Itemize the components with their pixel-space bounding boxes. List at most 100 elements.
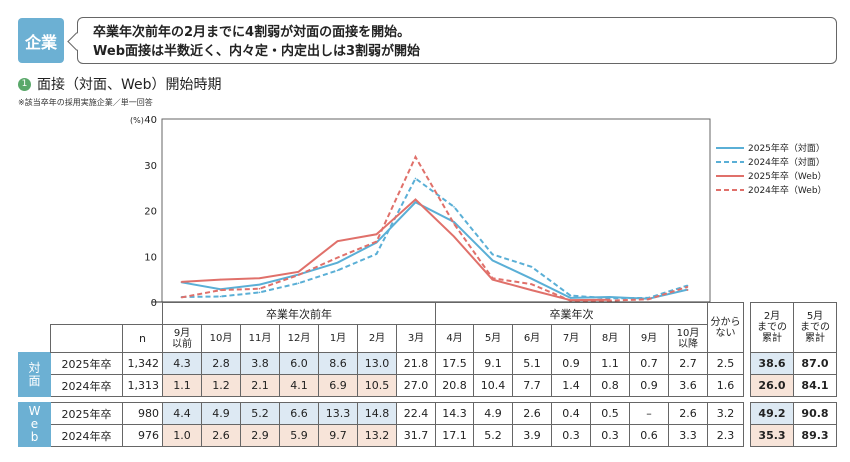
cell-value: 7.7 <box>512 374 552 397</box>
cell-cum-feb: 35.3 <box>750 424 794 447</box>
data-point <box>647 298 650 301</box>
cell-value: 14.3 <box>435 402 474 425</box>
cell-value: 9.7 <box>318 424 358 447</box>
data-point <box>453 221 455 223</box>
data-point <box>569 297 572 299</box>
y-tick-label: 20 <box>144 207 157 218</box>
cell-value: 0.6 <box>629 424 669 447</box>
cell-value: 2.8 <box>201 352 241 375</box>
section-note: ※該当卒年の採用実施企業／単一回答 <box>18 98 153 107</box>
col-header-month: 1月 <box>318 324 358 353</box>
cell-value: 17.5 <box>435 352 474 375</box>
cell-value: 1.2 <box>201 374 241 397</box>
data-point <box>608 299 611 302</box>
cell-value: 2.6 <box>668 402 708 425</box>
cell-value: 1.4 <box>551 374 591 397</box>
data-point <box>336 240 339 242</box>
cell-value: – <box>629 402 669 425</box>
plot-frame <box>161 118 711 303</box>
y-tick-label: 0 <box>151 298 157 309</box>
cell-value: 4.1 <box>279 374 319 397</box>
col-header-month: 9月 <box>629 324 669 353</box>
data-point <box>180 281 183 283</box>
cell-value: 2.7 <box>668 352 708 375</box>
cell-value: 3.3 <box>668 424 708 447</box>
cell-value: 1.1 <box>162 374 202 397</box>
data-point <box>180 296 183 299</box>
cell-value: 5.2 <box>473 424 513 447</box>
cell-value: 8.6 <box>318 352 358 375</box>
section-number-icon: 1 <box>18 77 31 91</box>
cell-value: 10.5 <box>357 374 397 397</box>
cell-value: 22.4 <box>396 402 436 425</box>
cell-value: 2.6 <box>512 402 552 425</box>
col-header-month: 2月 <box>357 324 397 353</box>
col-header-month: 10月 <box>201 324 241 353</box>
cell-value: 0.9 <box>551 352 591 375</box>
cell-value: 4.3 <box>162 352 202 375</box>
data-point <box>336 261 339 264</box>
data-point <box>336 269 339 272</box>
cell-value: 6.6 <box>279 402 319 425</box>
company-badge: 企業 <box>18 18 64 63</box>
legend-label: 2024年卒（Web） <box>748 184 827 196</box>
series-line-0 <box>181 201 688 300</box>
y-tick-label: 40 <box>144 115 157 126</box>
row-n: 1,342 <box>122 352 163 375</box>
cell-unknown: 2.3 <box>707 424 744 447</box>
col-header-month: 7月 <box>551 324 591 353</box>
col-header-n: n <box>122 324 163 353</box>
cell-value: 6.0 <box>279 352 319 375</box>
data-point <box>297 274 300 276</box>
group-header-prev-year: 卒業年次前年 <box>162 302 436 325</box>
cell-value: 14.8 <box>357 402 397 425</box>
group-header-grad-year: 卒業年次 <box>435 302 708 325</box>
cell-value: 4.9 <box>473 402 513 425</box>
cell-value: 3.8 <box>240 352 280 375</box>
cell-value: 17.1 <box>435 424 474 447</box>
col-header-cum-feb: 2月 までの 累計 <box>750 302 794 353</box>
col-header-month: 6月 <box>512 324 552 353</box>
col-header-month: 12月 <box>279 324 319 353</box>
cell-value: 2.6 <box>201 424 241 447</box>
data-point <box>414 156 417 158</box>
data-point <box>530 283 533 285</box>
data-point <box>258 287 261 290</box>
table-row: 2024年卒 976 1.0 2.6 2.9 5.9 9.7 13.2 31.7 17.1 5.2 3… <box>19 424 837 447</box>
cell-cum-may: 90.8 <box>793 402 837 425</box>
data-point <box>530 277 533 280</box>
series-line-3 <box>181 154 688 302</box>
summary-callout: 卒業年次前年の2月までに4割弱が対面の面接を開始。 Web面接は半数近く、内々定… <box>77 17 837 64</box>
data-point <box>375 233 378 236</box>
cell-value: 31.7 <box>396 424 436 447</box>
y-axis-unit: (%) <box>130 116 144 125</box>
col-header-month: 9月 以前 <box>162 324 202 353</box>
cell-value: 9.1 <box>473 352 513 375</box>
cell-value: 10.4 <box>473 374 513 397</box>
data-point <box>219 278 222 281</box>
cell-value: 13.2 <box>357 424 397 447</box>
cell-value: 13.3 <box>318 402 358 425</box>
cell-cum-feb: 38.6 <box>750 352 794 375</box>
data-point <box>375 240 378 243</box>
cell-value: 4.4 <box>162 402 202 425</box>
section-title: 面接（対面、Web）開始時期 <box>37 77 222 93</box>
table-row: 対面 2025年卒 1,342 4.3 2.8 3.8 6.0 8.6 13.0 21.8 17.5… <box>18 352 837 397</box>
row-n: 976 <box>122 424 163 447</box>
cell-value: 21.8 <box>396 352 436 375</box>
data-point <box>453 235 455 238</box>
cell-value: 3.6 <box>668 374 708 397</box>
cell-cum-may: 87.0 <box>793 352 837 375</box>
line-chart: 0 10 20 30 40(%) 2025年卒（対面） 2024年卒（対面） 2025年卒（W… <box>130 115 827 309</box>
cell-value: 0.5 <box>590 402 630 425</box>
legend-label: 2024年卒（対面） <box>748 156 825 168</box>
legend-label: 2025年卒（対面） <box>748 142 825 154</box>
summary-line-1: 卒業年次前年の2月までに4割弱が対面の面接を開始。 <box>93 25 411 40</box>
data-point <box>258 277 261 280</box>
row-year: 2024年卒 <box>50 374 123 397</box>
cell-unknown: 1.6 <box>707 374 744 397</box>
cell-cum-may: 84.1 <box>793 374 837 397</box>
cell-value: 0.7 <box>629 352 669 375</box>
data-point <box>414 201 417 204</box>
